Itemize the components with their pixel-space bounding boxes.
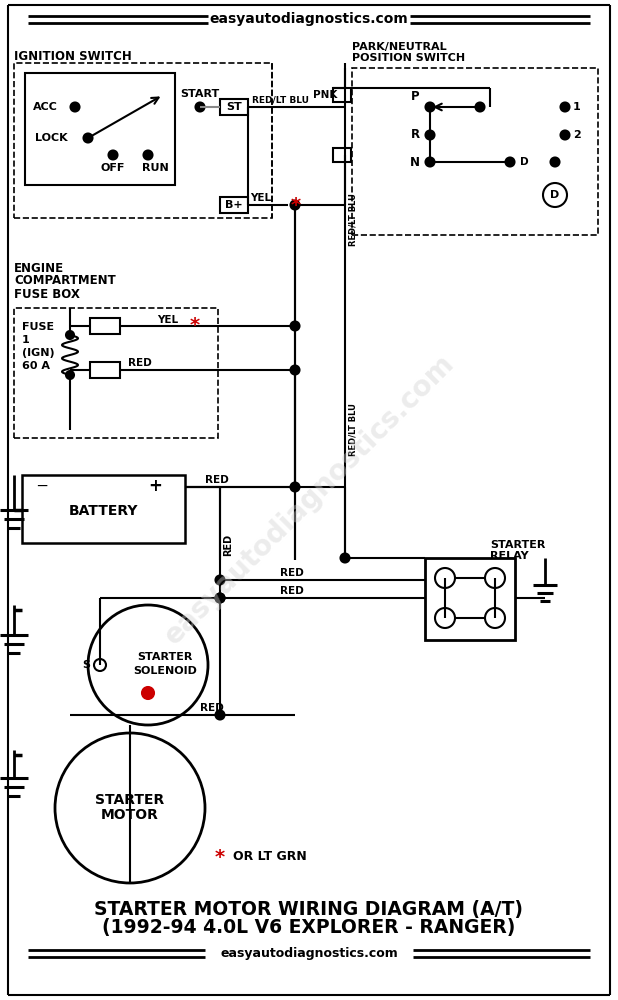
Bar — [14, 308, 218, 438]
Text: OFF: OFF — [101, 163, 125, 173]
Circle shape — [561, 130, 570, 139]
Text: POSITION SWITCH: POSITION SWITCH — [352, 53, 465, 63]
Text: ─: ─ — [38, 479, 46, 493]
Text: +: + — [148, 477, 162, 495]
Text: B+: B+ — [225, 200, 243, 210]
Text: 1: 1 — [22, 335, 30, 345]
Text: IGNITION SWITCH: IGNITION SWITCH — [14, 49, 132, 62]
Text: D: D — [520, 157, 528, 167]
Text: S: S — [82, 660, 90, 670]
Text: RED: RED — [280, 586, 304, 596]
Text: RED/LT BLU: RED/LT BLU — [348, 404, 357, 456]
Circle shape — [341, 554, 350, 562]
Text: RED: RED — [200, 703, 224, 713]
Text: STARTER: STARTER — [137, 652, 193, 662]
Circle shape — [506, 157, 515, 166]
Circle shape — [83, 133, 93, 142]
Circle shape — [475, 103, 485, 111]
Bar — [22, 475, 185, 543]
Circle shape — [290, 365, 300, 374]
Circle shape — [142, 687, 154, 699]
Text: ENGINE: ENGINE — [14, 261, 64, 274]
Text: STARTER MOTOR WIRING DIAGRAM (A/T): STARTER MOTOR WIRING DIAGRAM (A/T) — [95, 900, 523, 920]
Bar — [333, 88, 351, 102]
Text: FUSE BOX: FUSE BOX — [14, 288, 80, 300]
Circle shape — [195, 103, 205, 111]
Circle shape — [109, 150, 117, 159]
Circle shape — [426, 157, 434, 166]
Text: FUSE: FUSE — [22, 322, 54, 332]
Text: 1: 1 — [573, 102, 581, 112]
Circle shape — [143, 150, 153, 159]
Text: easyautodiagnostics.com: easyautodiagnostics.com — [210, 12, 408, 26]
Text: *: * — [291, 196, 301, 215]
Text: START: START — [180, 89, 219, 99]
Bar — [25, 73, 175, 185]
Circle shape — [216, 576, 224, 584]
Text: D: D — [551, 190, 560, 200]
Text: RED/LT BLU: RED/LT BLU — [252, 96, 309, 104]
Text: easyautodiagnostics.com: easyautodiagnostics.com — [159, 350, 459, 650]
Text: easyautodiagnostics.com: easyautodiagnostics.com — [220, 946, 398, 960]
Text: ACC: ACC — [33, 102, 58, 112]
Text: OR LT GRN: OR LT GRN — [233, 850, 307, 863]
Circle shape — [70, 103, 80, 111]
Circle shape — [216, 710, 224, 720]
Text: STARTER: STARTER — [490, 540, 545, 550]
Bar — [90, 318, 120, 334]
Circle shape — [290, 322, 300, 330]
Circle shape — [426, 103, 434, 111]
Text: PNK: PNK — [313, 90, 337, 100]
Text: YEL: YEL — [157, 315, 178, 325]
Text: N: N — [410, 155, 420, 168]
Bar — [425, 558, 515, 640]
Text: 60 A: 60 A — [22, 361, 50, 371]
Circle shape — [216, 593, 224, 602]
Text: R: R — [411, 128, 420, 141]
Text: RED: RED — [223, 534, 233, 556]
Text: RED: RED — [128, 358, 152, 368]
Text: BATTERY: BATTERY — [68, 504, 138, 518]
Text: *: * — [215, 848, 225, 866]
Text: RELAY: RELAY — [490, 551, 528, 561]
Text: STARTER: STARTER — [95, 793, 164, 807]
Text: RED/LT BLU: RED/LT BLU — [348, 194, 357, 246]
Circle shape — [561, 103, 570, 111]
Text: RUN: RUN — [142, 163, 168, 173]
Text: PARK/NEUTRAL: PARK/NEUTRAL — [352, 42, 447, 52]
Text: P: P — [412, 91, 420, 104]
Circle shape — [551, 157, 559, 166]
Text: MOTOR: MOTOR — [101, 808, 159, 822]
Text: LOCK: LOCK — [35, 133, 68, 143]
Bar — [333, 148, 351, 162]
Text: *: * — [190, 316, 200, 336]
Text: RED: RED — [280, 568, 304, 578]
Bar — [14, 63, 272, 218]
Text: 2: 2 — [573, 130, 581, 140]
Circle shape — [290, 200, 300, 210]
Bar — [90, 362, 120, 378]
Circle shape — [216, 593, 224, 602]
Text: COMPARTMENT: COMPARTMENT — [14, 274, 116, 288]
Bar — [220, 197, 248, 213]
Circle shape — [290, 483, 300, 491]
Text: (1992-94 4.0L V6 EXPLORER - RANGER): (1992-94 4.0L V6 EXPLORER - RANGER) — [103, 918, 515, 938]
Circle shape — [66, 331, 74, 339]
Circle shape — [66, 371, 74, 379]
Text: ST: ST — [226, 102, 242, 112]
Text: RED: RED — [205, 475, 229, 485]
Bar — [220, 99, 248, 115]
Bar — [352, 68, 598, 235]
Text: SOLENOID: SOLENOID — [133, 666, 197, 676]
Text: YEL: YEL — [250, 193, 271, 203]
Circle shape — [426, 130, 434, 139]
Text: (IGN): (IGN) — [22, 348, 54, 358]
